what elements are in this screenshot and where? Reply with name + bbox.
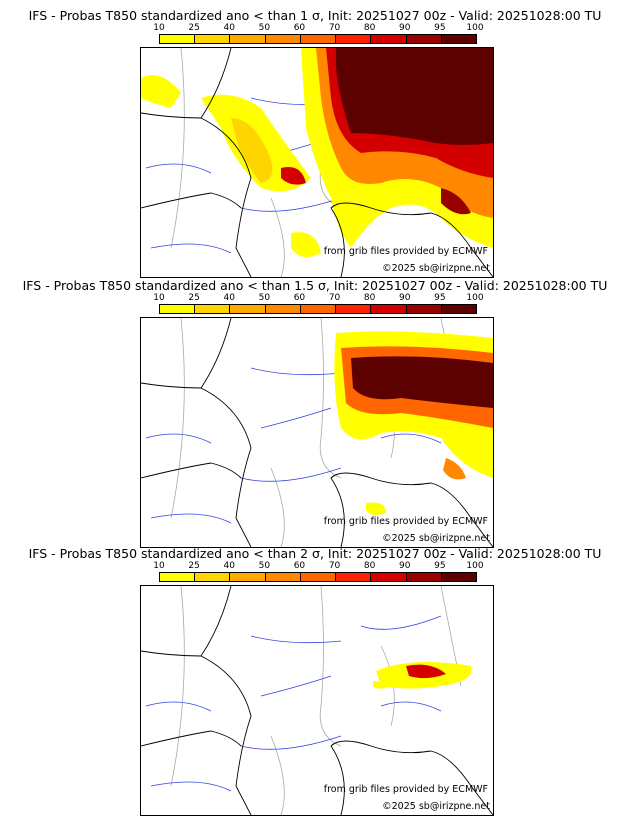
colorbar-swatch [441,305,476,313]
colorbar-swatch [371,573,407,581]
colorbar-swatch [160,573,196,581]
colorbar-swatch [195,305,231,313]
colorbar [159,304,477,314]
colorbar-swatch [406,305,442,313]
colorbar-swatch [441,573,476,581]
colorbar-ticks: 10 25 40 50 60 70 80 90 95 100 [153,293,483,303]
colorbar-swatch [265,35,301,43]
colorbar-tick: 60 [293,293,306,303]
colorbar-swatch [160,35,196,43]
copyright-credit: ©2025 sb@irizpne.net [382,801,490,812]
colorbar-tick: 10 [153,293,165,303]
colorbar-swatch [230,305,266,313]
colorbar-swatch [160,305,196,313]
colorbar-swatch [195,35,231,43]
colorbar-swatch [300,573,337,581]
colorbar-tick: 70 [328,293,341,303]
colorbar-tick: 10 [153,561,165,571]
colorbar-swatch [300,35,337,43]
colorbar-tick: 60 [293,23,306,33]
colorbar-swatch [195,573,231,581]
panel-title: IFS - Probas T850 standardized ano < tha… [22,278,608,293]
colorbar-ticks: 10 25 40 50 60 70 80 90 95 100 [153,23,483,33]
colorbar-tick: 40 [223,293,235,303]
colorbar-swatch [230,35,266,43]
colorbar-tick: 70 [328,23,341,33]
admin-borders [170,586,462,815]
colorbar-swatch [265,305,301,313]
map-canvas [141,48,493,277]
probability-area [141,75,181,108]
probability-area [351,356,493,408]
map: from grib files provided by ECMWF ©2025 … [140,317,494,548]
colorbar-tick: 50 [258,23,271,33]
probability-area [231,118,273,183]
colorbar-swatch [265,573,301,581]
colorbar-tick: 95 [434,23,446,33]
colorbar-tick: 100 [466,561,484,571]
colorbar-swatch [371,305,407,313]
copyright-credit: ©2025 sb@irizpne.net [382,263,490,274]
coastline [141,48,493,277]
colorbar-tick: 100 [466,23,484,33]
colorbar-swatch [230,573,266,581]
colorbar-tick: 80 [363,561,376,571]
colorbar-tick: 40 [223,561,235,571]
colorbar-tick: 90 [399,561,411,571]
colorbar [159,34,477,44]
colorbar-tick: 90 [399,23,411,33]
colorbar-swatch [336,573,372,581]
colorbar-tick: 80 [363,293,376,303]
colorbar-swatch [300,305,337,313]
map-panel: IFS - Probas T850 standardized ano < tha… [0,270,630,548]
probability-area [443,458,466,480]
map-canvas [141,318,493,547]
map: from grib files provided by ECMWF ©2025 … [140,47,494,278]
coastline [141,586,493,815]
colorbar-swatch [336,305,372,313]
colorbar-tick: 60 [293,561,306,571]
source-credit: from grib files provided by ECMWF [323,516,488,527]
colorbar [159,572,477,582]
source-credit: from grib files provided by ECMWF [323,246,488,257]
colorbar-swatch [336,35,372,43]
map-canvas [141,586,493,815]
colorbar-tick: 100 [466,293,484,303]
probability-area [406,664,446,679]
colorbar-tick: 25 [188,293,200,303]
colorbar-tick: 25 [188,23,200,33]
colorbar-tick: 90 [399,293,411,303]
probability-area [441,188,471,215]
colorbar-tick: 50 [258,293,271,303]
source-credit: from grib files provided by ECMWF [323,784,488,795]
colorbar-tick: 25 [188,561,200,571]
colorbar-tick: 70 [328,561,341,571]
coastline [141,318,493,547]
map-panel: IFS - Probas T850 standardized ano < tha… [0,538,630,816]
probability-area [281,167,306,185]
colorbar-swatch [371,35,407,43]
colorbar-swatch [406,573,442,581]
colorbar-ticks: 10 25 40 50 60 70 80 90 95 100 [153,561,483,571]
colorbar-tick: 50 [258,561,271,571]
probability-area [366,502,386,515]
panel-title: IFS - Probas T850 standardized ano < tha… [28,546,602,561]
probability-area [336,48,493,145]
probability-area [373,681,386,689]
colorbar-swatch [441,35,476,43]
panel-title: IFS - Probas T850 standardized ano < tha… [28,8,602,23]
probability-area [291,232,321,257]
colorbar-tick: 95 [434,561,446,571]
colorbar-tick: 40 [223,23,235,33]
colorbar-tick: 80 [363,23,376,33]
colorbar-swatch [406,35,442,43]
rivers [145,615,442,792]
map: from grib files provided by ECMWF ©2025 … [140,585,494,816]
colorbar-tick: 10 [153,23,165,33]
colorbar-tick: 95 [434,293,446,303]
copyright-credit: ©2025 sb@irizpne.net [382,533,490,544]
map-panel: IFS - Probas T850 standardized ano < tha… [0,0,630,278]
